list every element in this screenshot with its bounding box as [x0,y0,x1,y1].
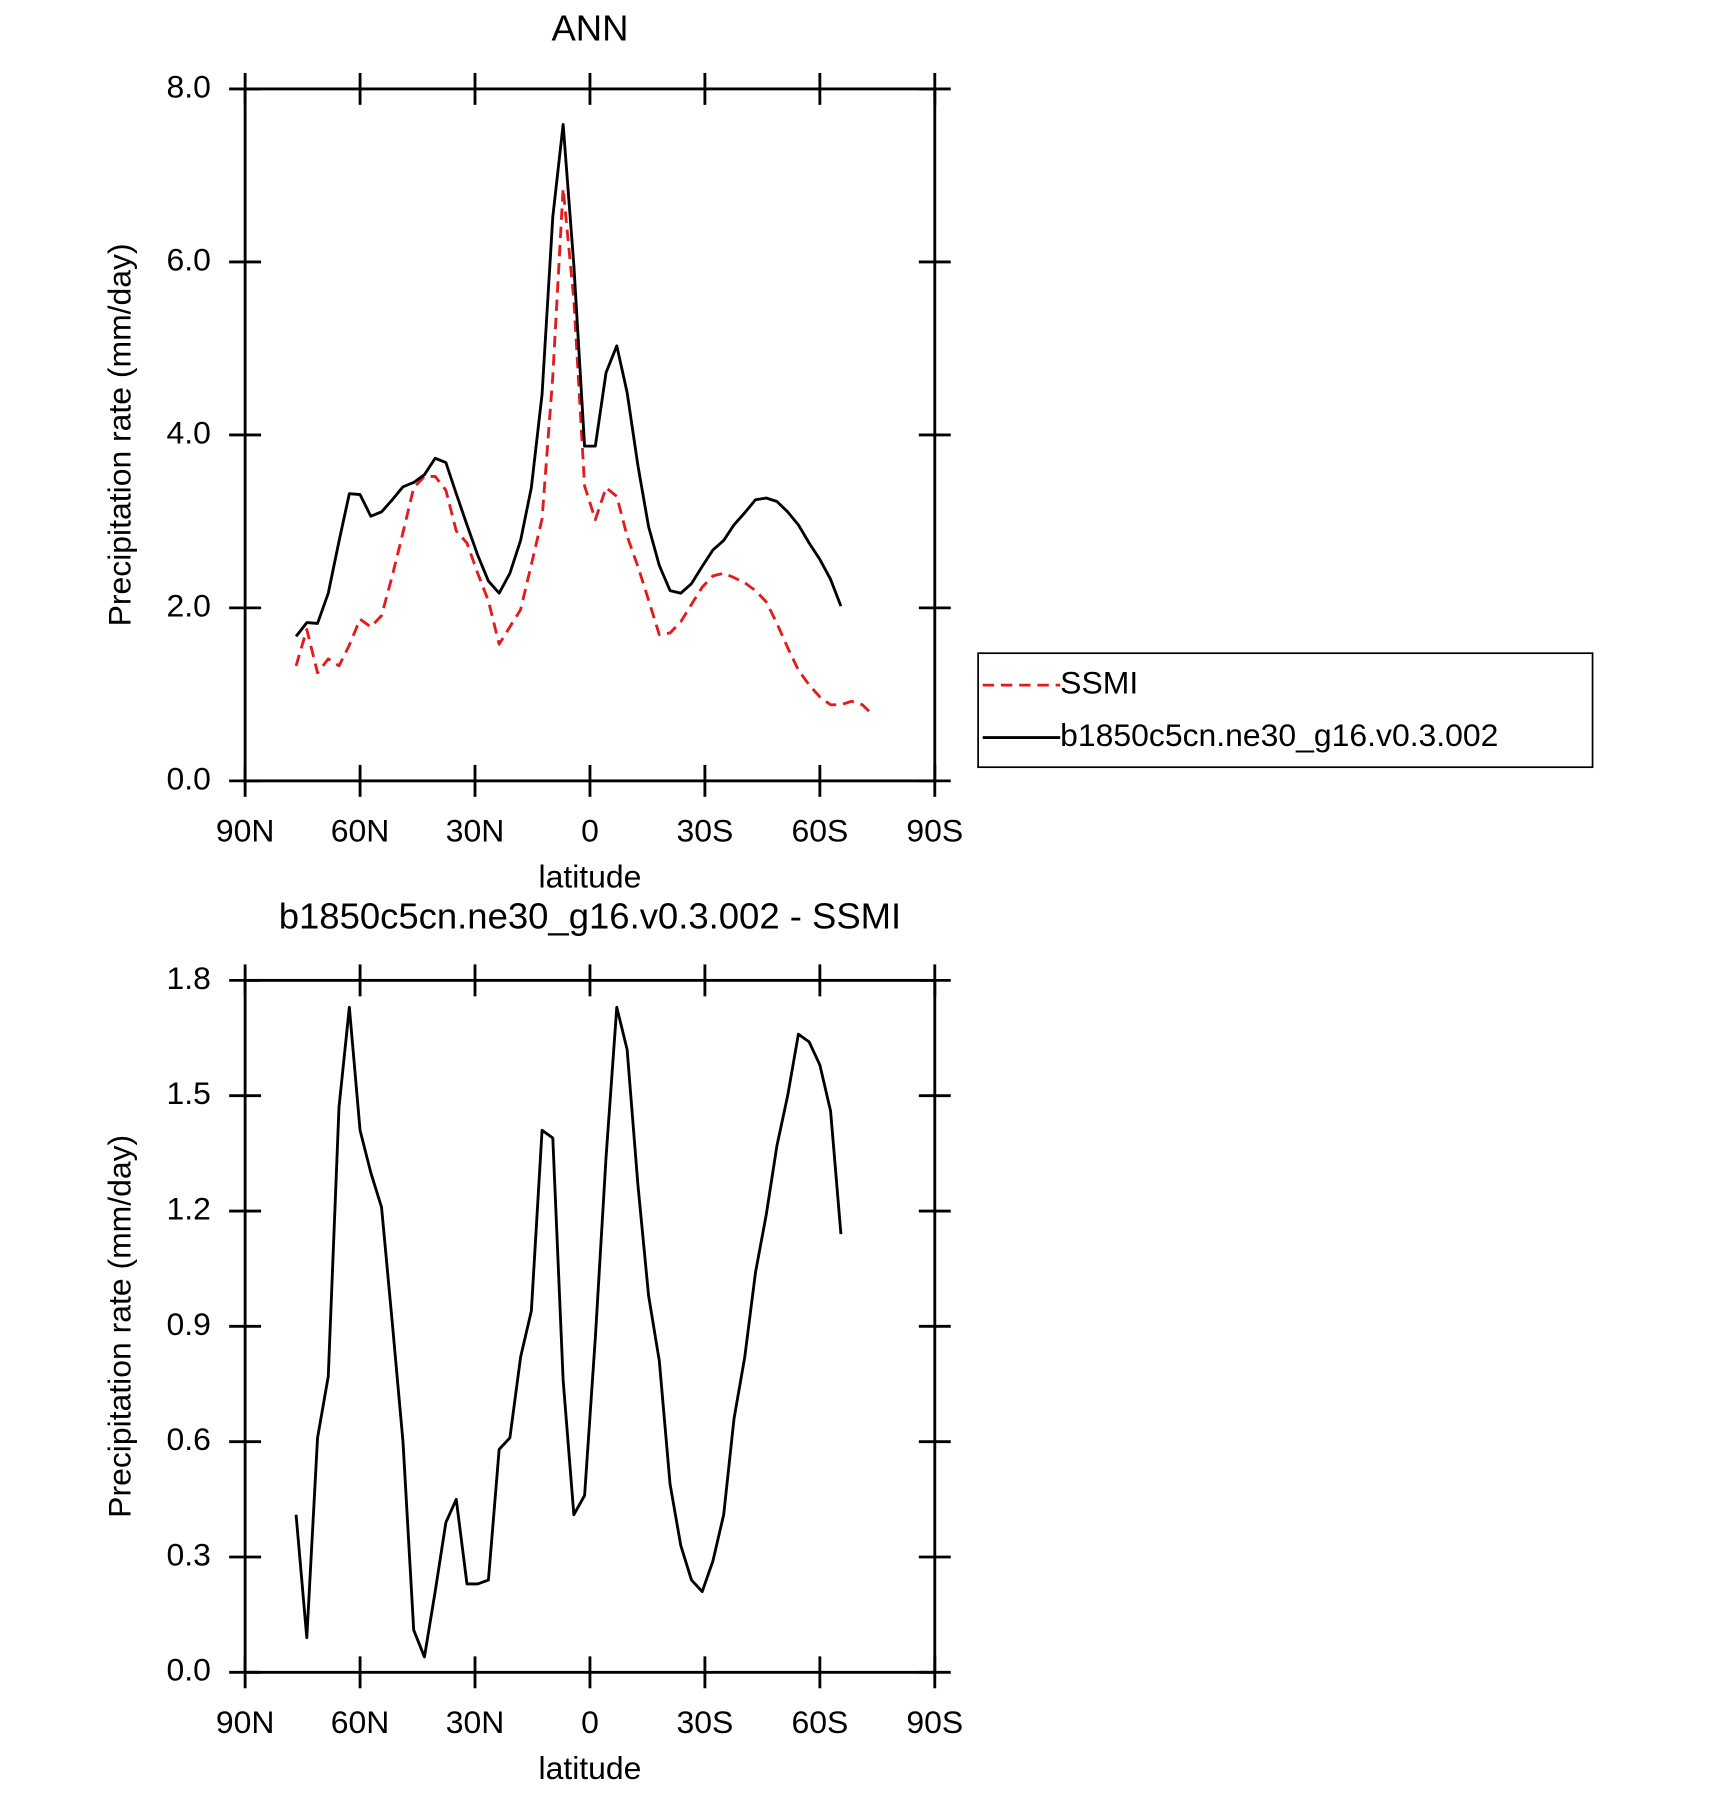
x-tick-label: 30N [446,1704,505,1740]
y-tick-label: 2.0 [167,587,211,623]
chart-title: b1850c5cn.ne30_g16.v0.3.002 - SSMI [279,895,901,936]
data-line [294,1005,843,1659]
legend: SSMI b1850c5cn.ne30_g16.v0.3.002 [977,652,1594,769]
x-axis-label: latitude [539,1750,642,1786]
y-axis-label: Precipitation rate (mm/day) [101,1135,137,1518]
y-tick-label: 1.5 [167,1075,211,1111]
legend-label: SSMI [1060,665,1138,701]
y-tick-label: 0.6 [167,1421,211,1457]
x-axis-label: latitude [539,858,642,894]
x-tick-label: 60S [791,1704,848,1740]
y-tick-label: 4.0 [167,414,211,450]
y-axis-label: Precipitation rate (mm/day) [101,243,137,626]
x-tick-label: 90N [216,1704,275,1740]
x-tick-label: 90S [906,1704,963,1740]
x-tick-label: 0 [581,1704,599,1740]
y-tick-label: 0.0 [167,760,211,796]
x-tick-label: 90N [216,813,275,849]
chart-title: ANN [551,7,628,48]
y-tick-label: 0.0 [167,1652,211,1688]
data-line [294,186,875,717]
x-tick-label: 60S [791,813,848,849]
x-tick-label: 90S [906,813,963,849]
panel: b1850c5cn.ne30_g16.v0.3.002 - SSMI 0.0 0.3… [101,895,963,1785]
legend-label: b1850c5cn.ne30_g16.v0.3.002 [1060,717,1498,753]
y-tick-label: 0.9 [167,1306,211,1342]
x-tick-label: 60N [331,1704,390,1740]
x-tick-label: 60N [331,813,390,849]
y-tick-label: 6.0 [167,241,211,277]
data-line [294,122,843,638]
x-tick-label: 30N [446,813,505,849]
x-tick-label: 30S [677,813,734,849]
y-tick-label: 0.3 [167,1536,211,1572]
panel: ANN 0.0 2.0 4.0 6.0 8.0 90N 60N 30N 0 30S 60S 90S lat… [101,7,1594,894]
y-tick-label: 8.0 [167,68,211,104]
legend-box [977,652,1594,769]
y-tick-label: 1.8 [167,960,211,996]
plot-frame [243,978,937,1674]
y-tick-label: 1.2 [167,1190,211,1226]
x-tick-label: 30S [677,1704,734,1740]
x-tick-label: 0 [581,813,599,849]
plot-frame [243,87,937,783]
